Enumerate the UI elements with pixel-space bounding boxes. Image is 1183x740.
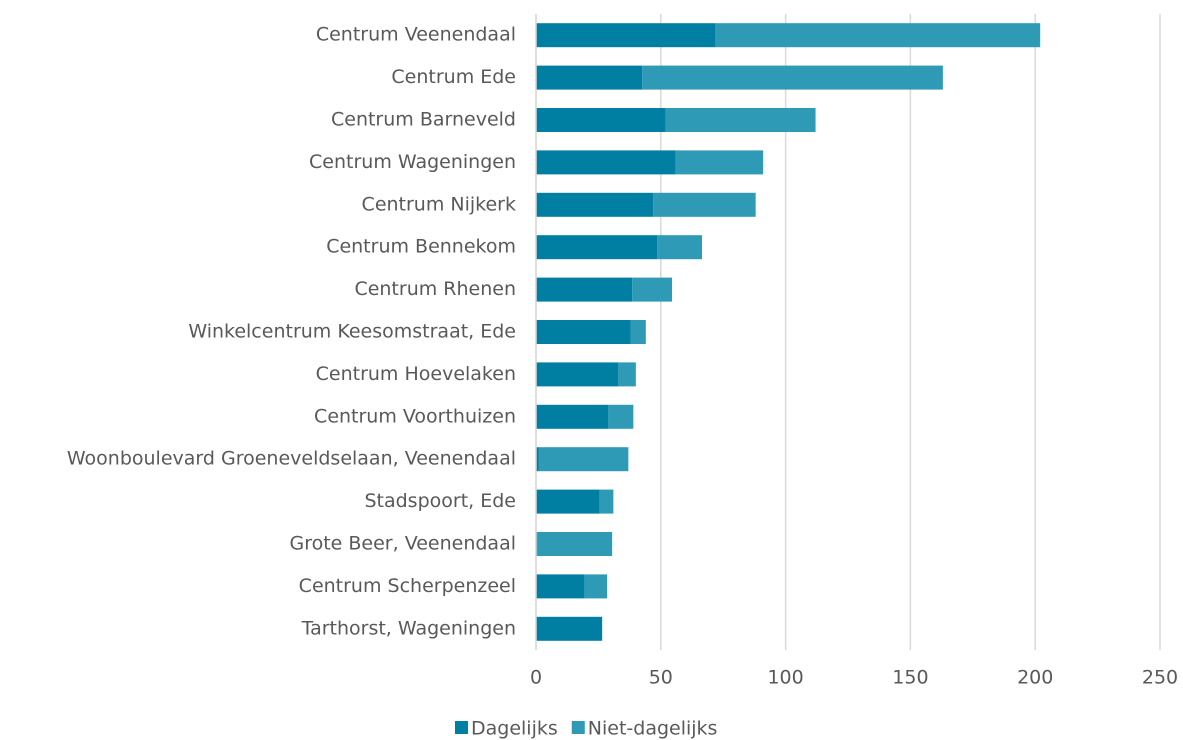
bar-segment <box>536 65 643 90</box>
bar-segment <box>715 23 1041 48</box>
y-tick-label: Winkelcentrum Keesomstraat, Ede <box>188 321 516 343</box>
y-tick-label: Centrum Nijkerk <box>362 193 516 215</box>
bar-segment <box>536 277 633 302</box>
x-tick-label: 0 <box>530 667 542 689</box>
y-tick-label: Centrum Ede <box>391 66 516 88</box>
x-tick-label: 200 <box>1017 667 1053 689</box>
x-tick-label: 250 <box>1142 667 1178 689</box>
bar-segment <box>599 489 614 514</box>
x-tick-label: 100 <box>767 667 803 689</box>
bar-segment <box>536 616 603 641</box>
y-tick-label: Centrum Wageningen <box>309 151 516 173</box>
bar-segment <box>536 404 609 429</box>
y-tick-label: Woonboulevard Groeneveldselaan, Veenenda… <box>67 448 516 470</box>
bar-segment <box>642 65 943 90</box>
x-tick-label: 50 <box>649 667 673 689</box>
bar-segment <box>608 404 634 429</box>
y-tick-label: Centrum Veenendaal <box>316 24 516 46</box>
bar-segment <box>536 447 539 472</box>
y-tick-label: Stadspoort, Ede <box>364 490 516 512</box>
bar-segment <box>632 277 673 302</box>
legend-label: Niet-dagelijks <box>588 718 718 740</box>
bar-segment <box>536 150 676 175</box>
legend-swatch <box>571 721 585 734</box>
bar-segment <box>536 574 585 599</box>
y-tick-label: Centrum Barneveld <box>331 109 516 131</box>
legend-label: Dagelijks <box>471 718 558 740</box>
x-tick-label: 150 <box>892 667 928 689</box>
bar-segment <box>536 108 666 132</box>
bar-segment <box>537 532 613 556</box>
bar-segment <box>536 23 716 48</box>
y-tick-label: Centrum Rhenen <box>354 278 516 300</box>
bar-segment <box>665 108 816 132</box>
y-tick-label: Centrum Hoevelaken <box>316 363 516 385</box>
legend-swatch <box>455 721 468 734</box>
bar-segment <box>538 447 629 472</box>
y-tick-label: Tarthorst, Wageningen <box>301 617 516 639</box>
bar-segment <box>536 362 619 387</box>
y-tick-label: Centrum Bennekom <box>326 236 516 258</box>
y-tick-label: Centrum Scherpenzeel <box>299 575 516 597</box>
bar-segment <box>536 489 600 514</box>
bar-segment <box>618 362 636 387</box>
bar-segment <box>630 320 646 344</box>
bar-segment <box>536 235 658 260</box>
bar-segment <box>653 192 756 217</box>
y-tick-label: Grote Beer, Veenendaal <box>289 533 516 555</box>
y-tick-label: Centrum Voorthuizen <box>314 405 516 427</box>
bar-segment <box>657 235 702 260</box>
bar-segment <box>675 150 764 175</box>
bar-segment <box>536 192 654 217</box>
bar-segment <box>536 320 631 344</box>
bar-segment <box>584 574 608 599</box>
